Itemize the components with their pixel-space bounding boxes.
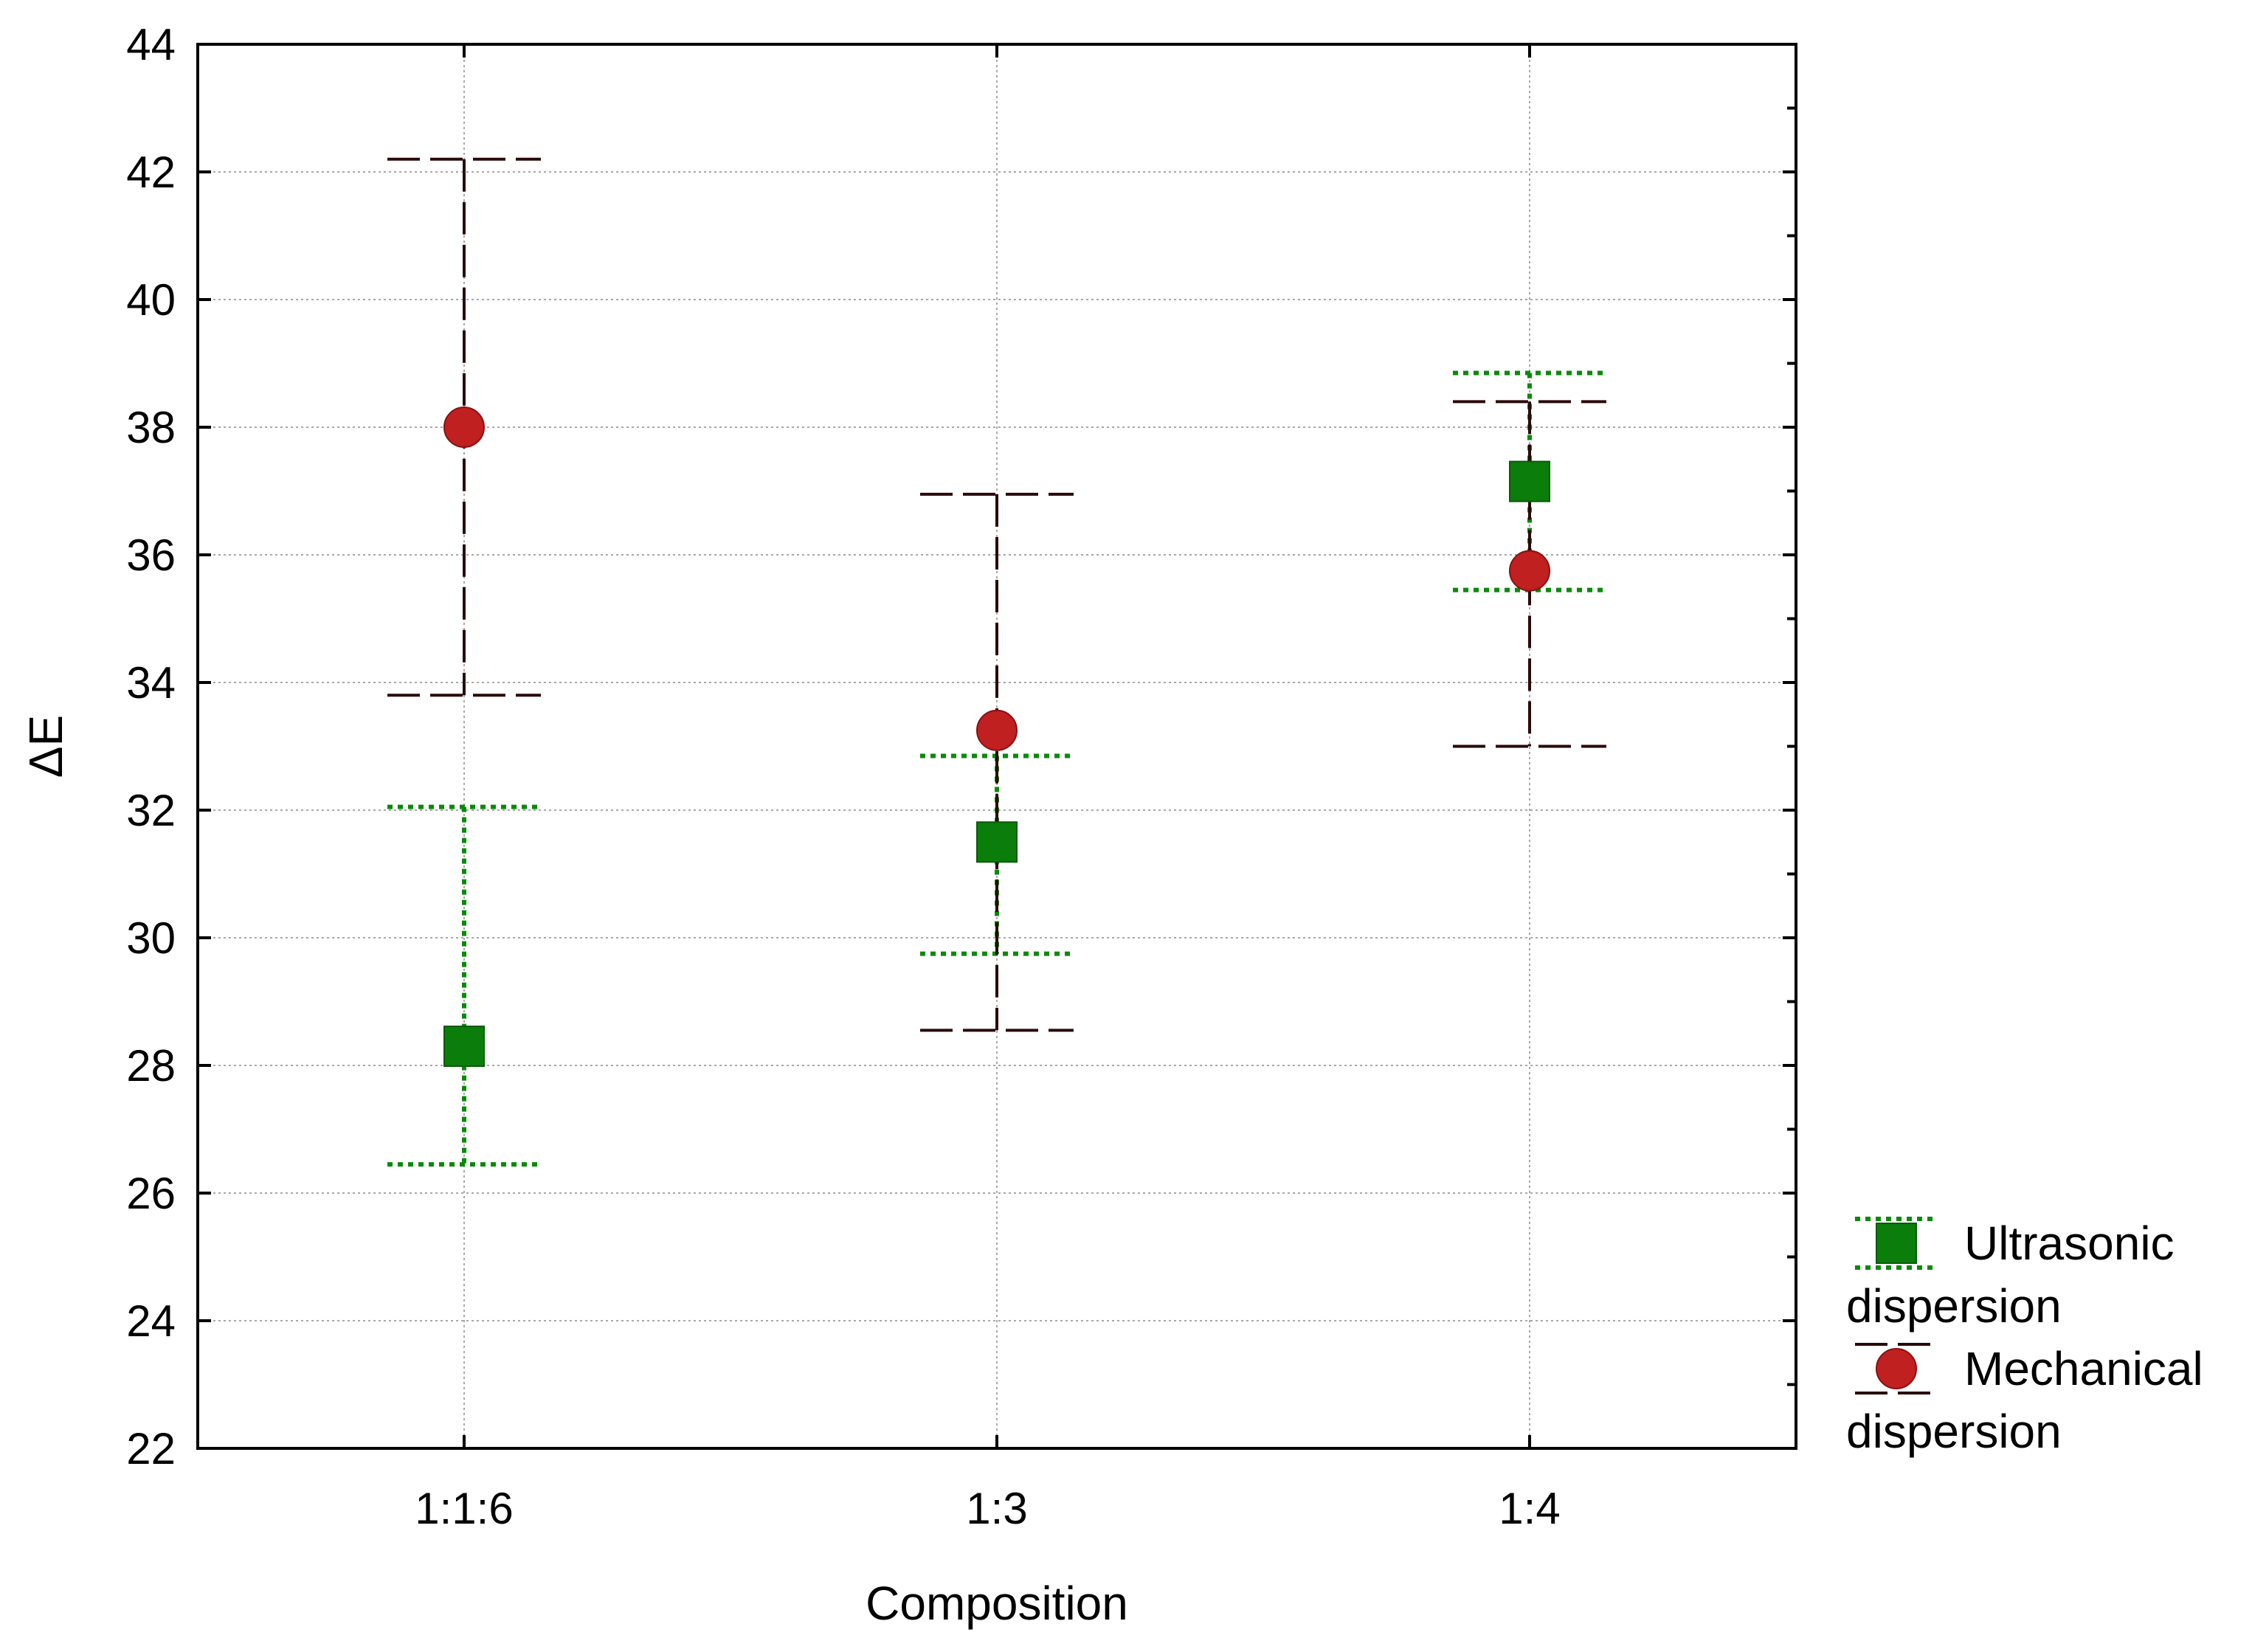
data-point-circle xyxy=(1509,550,1550,592)
y-tick-label: 36 xyxy=(126,530,176,580)
data-point-circle xyxy=(976,709,1018,751)
y-tick-label: 22 xyxy=(126,1424,176,1473)
legend-square-icon xyxy=(1876,1223,1917,1264)
data-point-circle xyxy=(443,407,485,448)
y-tick-label: 38 xyxy=(126,403,176,452)
legend-label-line2: dispersion xyxy=(1846,1279,2062,1333)
legend-label-line1: Mechanical xyxy=(1964,1342,2203,1395)
data-points xyxy=(443,407,1550,1068)
legend-label-line1: Ultrasonic xyxy=(1964,1217,2175,1270)
legend: Ultrasonic dispersion Mechanical dispersion xyxy=(1846,1217,2203,1458)
y-tick-label: 40 xyxy=(126,275,176,325)
gridlines xyxy=(198,44,1796,1448)
y-axis-title: ΔE xyxy=(19,715,72,778)
legend-circle-icon xyxy=(1876,1348,1917,1389)
y-tick-label: 32 xyxy=(126,786,176,835)
legend-label-line2: dispersion xyxy=(1846,1405,2062,1458)
x-tick-label: 1:4 xyxy=(1499,1484,1560,1533)
data-point-square xyxy=(443,1026,485,1068)
y-tick-label: 28 xyxy=(126,1041,176,1091)
x-tick-labels: 1:1:6 1:3 1:4 xyxy=(415,1484,1560,1533)
y-tick-label: 26 xyxy=(126,1169,176,1218)
data-point-square xyxy=(1509,460,1550,502)
y-tick-label: 44 xyxy=(126,20,176,69)
y-tick-label: 30 xyxy=(126,913,176,963)
y-tick-label: 34 xyxy=(126,658,176,708)
data-point-square xyxy=(976,821,1018,863)
y-tick-label: 42 xyxy=(126,148,176,197)
y-tick-labels: 22 24 26 28 30 32 34 36 38 40 42 44 xyxy=(126,20,176,1473)
x-axis-title: Composition xyxy=(866,1577,1128,1630)
x-tick-label: 1:3 xyxy=(966,1484,1027,1533)
y-tick-label: 24 xyxy=(126,1296,176,1346)
plot-frame xyxy=(196,43,1797,1450)
x-tick-label: 1:1:6 xyxy=(415,1484,513,1533)
